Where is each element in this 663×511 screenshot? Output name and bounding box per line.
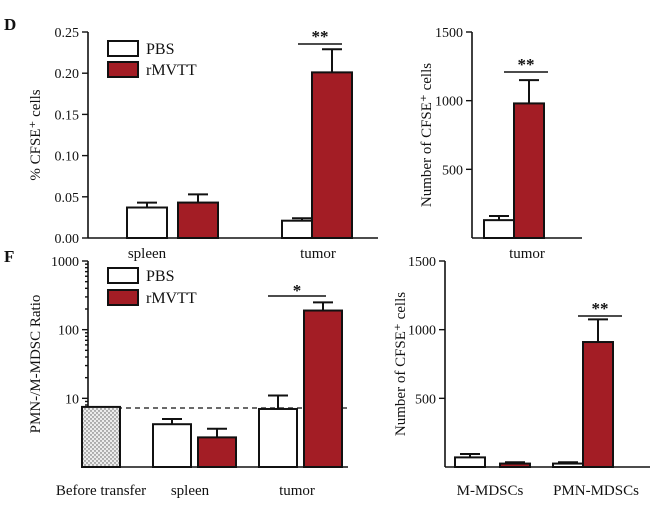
bar-rmvtt-tumor: [311, 71, 353, 239]
category-label: tumor: [509, 246, 545, 262]
y-axis-label: PMN-/M-MDSC Ratio: [28, 295, 44, 434]
chart-f-right: 500 1000 1500 M-MDSCs PMN-MDSCs Number of …: [393, 255, 650, 499]
category-label: spleen: [128, 246, 167, 262]
legend-swatch-rmvtt: [107, 289, 139, 306]
category-label: Before transfer: [56, 483, 146, 499]
y-tick-label: 1000: [435, 95, 463, 110]
significance-marker: **: [518, 55, 535, 74]
y-tick-label: 0.15: [55, 108, 80, 123]
significance-marker: **: [592, 299, 609, 318]
category-label: PMN-MDSCs: [553, 483, 639, 499]
y-axis-label: Number of CFSE⁺ cells: [393, 292, 409, 436]
y-axis-label: Number of CFSE⁺ cells: [419, 63, 435, 207]
y-tick-label: 100: [58, 324, 79, 339]
category-label: tumor: [279, 483, 315, 499]
legend-label-pbs: PBS: [146, 41, 174, 58]
y-tick-label: 0.00: [55, 232, 80, 247]
chart-f-left: 10 100 1000 Before transfer spleen tumor P…: [28, 255, 348, 499]
y-tick-label: 1000: [408, 324, 436, 339]
legend-label-rmvtt: rMVTT: [146, 62, 197, 79]
legend-label-pbs: PBS: [146, 268, 174, 285]
y-tick-label: 0.20: [55, 67, 80, 82]
bar-rmvtt-spleen: [177, 201, 219, 239]
category-label: M-MDSCs: [457, 483, 524, 499]
significance-marker: **: [312, 27, 329, 46]
legend-swatch-rmvtt: [107, 61, 139, 78]
y-tick-label: 1000: [51, 255, 79, 270]
legend-swatch-pbs: [107, 267, 139, 284]
bar-rmvtt-pmn-mdscs: [582, 341, 614, 469]
category-label: spleen: [171, 483, 210, 499]
bar-before-transfer-before-transfer: [81, 405, 121, 468]
bar-rmvtt-tumor: [303, 309, 343, 468]
significance-marker: *: [293, 281, 302, 300]
bar-rmvtt-m-mdscs: [499, 462, 531, 469]
y-tick-label: 500: [415, 392, 436, 407]
bar-pbs-tumor: [258, 407, 298, 469]
y-tick-label: 1500: [435, 26, 463, 41]
bar-rmvtt-spleen: [197, 436, 237, 469]
y-tick-label: 10: [65, 392, 79, 407]
bar-rmvtt-tumor: [513, 102, 545, 239]
bar-pbs-pmn-mdscs: [552, 462, 584, 469]
category-label: tumor: [300, 246, 336, 262]
y-tick-label: 0.10: [55, 150, 80, 165]
panel-label-f: F: [4, 247, 14, 266]
y-tick-label: 1500: [408, 255, 436, 270]
y-tick-label: 0.25: [55, 26, 80, 41]
chart-d-left: 0.00 0.05 0.10 0.15 0.20 0.25 spleen tumor % …: [28, 26, 378, 262]
y-axis-label: % CFSE⁺ cells: [28, 89, 44, 180]
bar-pbs-tumor: [483, 219, 515, 239]
y-tick-label: 500: [442, 163, 463, 178]
y-tick-label: 0.05: [55, 191, 80, 206]
legend-swatch-pbs: [107, 40, 139, 57]
legend-label-rmvtt: rMVTT: [146, 290, 197, 307]
bar-pbs-spleen: [152, 423, 192, 469]
bar-pbs-spleen: [126, 206, 168, 239]
panel-label-d: D: [4, 15, 16, 34]
bar-pbs-m-mdscs: [454, 456, 486, 468]
